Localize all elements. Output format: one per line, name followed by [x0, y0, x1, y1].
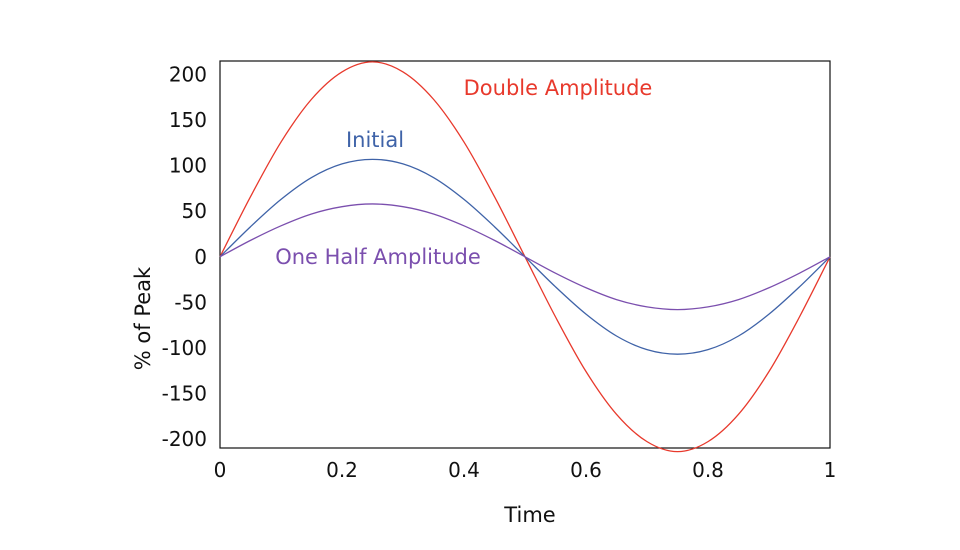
series-label-double-amplitude: Double Amplitude: [464, 76, 653, 100]
x-tick-label: 0.2: [326, 458, 358, 482]
series-lines: [219, 61, 831, 453]
x-tick-label: 1: [824, 458, 837, 482]
series-label-initial: Initial: [346, 128, 404, 152]
series-label-one-half-amplitude: One Half Amplitude: [275, 245, 481, 269]
y-tick-label: 0: [194, 245, 207, 269]
y-tick-label: -50: [174, 290, 207, 314]
y-axis-ticks: 200 150 100 50 0 -50 -100 -150 -200: [162, 63, 207, 451]
y-tick-label: -100: [162, 336, 207, 360]
y-axis-label: % of Peak: [131, 266, 155, 370]
y-tick-label: 150: [169, 108, 207, 132]
x-tick-label: 0.4: [448, 458, 480, 482]
x-tick-label: 0.6: [570, 458, 602, 482]
x-tick-label: 0: [214, 458, 227, 482]
y-tick-label: -150: [162, 381, 207, 405]
x-tick-label: 0.8: [692, 458, 724, 482]
y-tick-label: 50: [182, 199, 207, 223]
series-labels: Double Amplitude Initial One Half Amplitud…: [275, 76, 652, 269]
plot-frame: [219, 60, 831, 449]
y-tick-label: -200: [162, 427, 207, 451]
x-axis-ticks: 0 0.2 0.4 0.6 0.8 1: [214, 458, 837, 482]
y-tick-label: 100: [169, 154, 207, 178]
y-tick-label: 200: [169, 63, 207, 87]
series-line-one-half-amplitude: [219, 203, 831, 311]
x-axis-label: Time: [503, 503, 555, 527]
